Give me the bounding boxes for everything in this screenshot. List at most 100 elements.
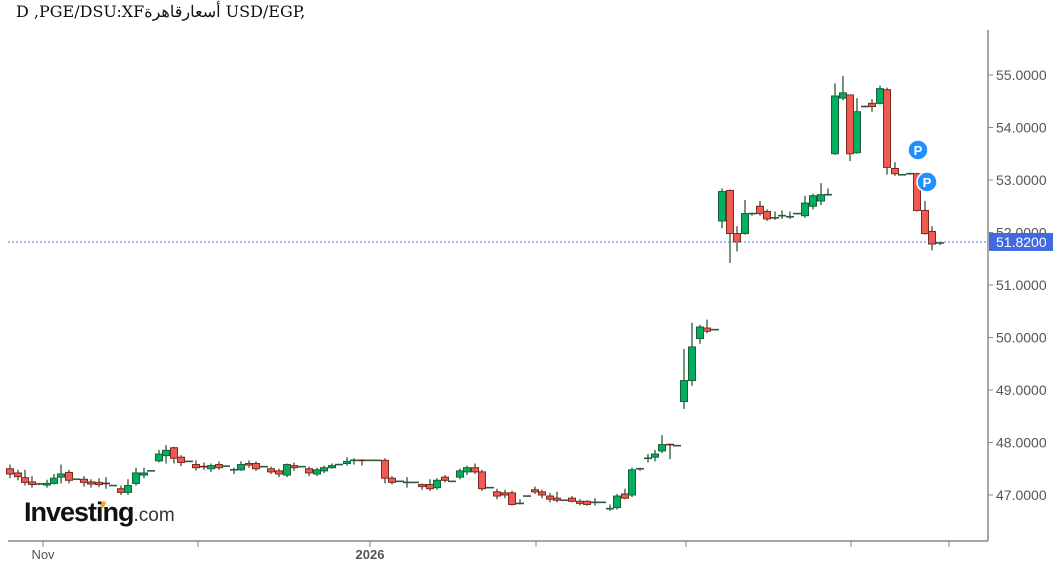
candle — [628, 467, 636, 498]
candle — [320, 465, 328, 473]
candle — [207, 463, 215, 472]
candle — [124, 479, 132, 495]
y-tick-label: 54.0000 — [996, 120, 1047, 136]
candle — [636, 467, 644, 471]
candle — [726, 189, 734, 263]
candle — [591, 498, 599, 506]
candle — [928, 226, 936, 251]
candle — [343, 457, 351, 466]
candle — [839, 76, 847, 101]
y-tick-label: 48.0000 — [996, 435, 1047, 451]
candle — [305, 466, 313, 477]
candle — [388, 476, 396, 485]
candle — [215, 461, 223, 470]
candle — [831, 83, 839, 155]
candle — [861, 105, 869, 108]
candle — [868, 99, 876, 112]
svg-text:P: P — [914, 143, 923, 158]
candle — [688, 322, 696, 386]
candle — [381, 458, 389, 484]
candle — [561, 499, 569, 502]
candle — [411, 481, 419, 484]
candle — [275, 468, 283, 478]
candle — [140, 467, 148, 479]
candle — [778, 210, 786, 219]
event-marker-icon[interactable]: P — [907, 139, 929, 161]
candle — [703, 319, 711, 334]
candle — [471, 463, 479, 474]
y-tick-label: 49.0000 — [996, 382, 1047, 398]
candle — [666, 443, 674, 460]
candle — [252, 461, 260, 471]
y-axis: 55.000054.000053.000052.000051.000050.00… — [988, 67, 1047, 503]
candle — [568, 496, 576, 503]
candle — [35, 482, 43, 486]
candle — [809, 193, 817, 210]
candle — [538, 489, 546, 499]
candle — [328, 463, 336, 469]
candle — [65, 469, 73, 484]
candle — [373, 459, 381, 462]
candle — [365, 459, 373, 462]
investing-logo: Investing.com — [24, 497, 175, 528]
chart-title: D ,PGE/DSU:XFأسعارقاهرة USD/EGP, — [16, 2, 306, 21]
logo-suffix: .com — [133, 505, 175, 526]
logo-main: Investing — [24, 497, 135, 527]
candle — [680, 349, 688, 409]
candle — [441, 475, 449, 483]
candle — [883, 87, 891, 175]
candle — [606, 504, 614, 511]
candle — [57, 464, 65, 484]
candle — [846, 94, 854, 162]
candle — [801, 195, 809, 218]
event-marker-icon[interactable]: P — [916, 171, 938, 193]
candle — [621, 488, 629, 500]
candle — [523, 495, 531, 497]
candle — [185, 460, 193, 463]
candle — [418, 483, 426, 490]
candle — [283, 463, 291, 478]
candle — [237, 461, 245, 471]
candle — [95, 478, 103, 488]
y-tick-label: 51.0000 — [996, 277, 1047, 293]
y-tick-label: 47.0000 — [996, 487, 1047, 503]
candle — [478, 469, 486, 491]
candle — [921, 201, 929, 235]
x-axis: Nov 2026 — [31, 541, 950, 562]
candle — [245, 460, 253, 468]
candle — [192, 460, 200, 471]
candle — [756, 201, 764, 216]
candles — [6, 76, 944, 511]
candle — [403, 477, 411, 488]
candle — [718, 188, 726, 229]
candle — [109, 484, 117, 487]
candle — [793, 212, 801, 215]
event-markers[interactable]: PP — [907, 139, 938, 193]
candle — [350, 458, 358, 465]
candle — [583, 500, 591, 506]
candle — [876, 85, 884, 105]
candle — [290, 462, 298, 471]
candle — [14, 469, 22, 481]
x-tick-label: Nov — [31, 547, 55, 562]
x-tick-label: 2026 — [356, 547, 385, 562]
candle — [651, 449, 659, 462]
candle — [170, 446, 178, 464]
candle — [658, 435, 666, 453]
candle — [576, 499, 584, 506]
candle — [598, 501, 606, 504]
candle — [448, 480, 456, 483]
y-tick-label: 50.0000 — [996, 330, 1047, 346]
svg-text:51.8200: 51.8200 — [996, 234, 1047, 250]
candle — [531, 486, 539, 494]
candle — [50, 474, 58, 485]
candle — [763, 209, 771, 221]
y-tick-label: 53.0000 — [996, 172, 1047, 188]
candle — [87, 479, 95, 488]
candle — [21, 469, 29, 486]
candle — [335, 463, 343, 466]
candle — [396, 480, 404, 483]
candle — [222, 465, 230, 467]
candle — [493, 488, 501, 500]
